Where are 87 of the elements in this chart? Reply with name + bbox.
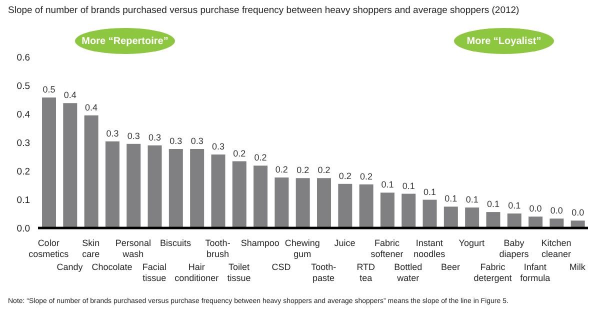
data-label: 0.0 bbox=[572, 208, 584, 218]
data-label: 0.1 bbox=[424, 186, 436, 197]
x-tick-label: Facial tissue bbox=[142, 262, 166, 283]
bar bbox=[317, 178, 331, 228]
x-tick-label: Biscuits bbox=[160, 238, 192, 248]
bar bbox=[42, 97, 56, 228]
bar bbox=[63, 103, 78, 228]
data-label: 0.1 bbox=[486, 199, 500, 210]
data-label: 0.1 bbox=[508, 200, 521, 210]
callout-badge: More “Loyalist” bbox=[454, 28, 554, 54]
bar bbox=[338, 184, 352, 228]
bar bbox=[211, 154, 226, 228]
bar bbox=[254, 166, 268, 228]
data-label: 0.0 bbox=[550, 206, 563, 216]
chart-title: Slope of number of brands purchased versus purchase frequency between heavy shoppers and average shoppers (2012) bbox=[8, 5, 520, 16]
bar bbox=[84, 115, 98, 228]
x-tick-label: Toilet tissue bbox=[227, 262, 251, 283]
bar bbox=[148, 145, 162, 228]
x-tick-label: Fabric softener bbox=[370, 238, 404, 259]
bar bbox=[402, 194, 416, 228]
data-label: 0.1 bbox=[444, 194, 458, 204]
data-label: 0.1 bbox=[466, 194, 478, 204]
y-tick-label: 0.2 bbox=[16, 166, 30, 178]
y-tick-label: 0.6 bbox=[16, 52, 30, 64]
bar bbox=[380, 192, 394, 228]
y-tick-label: 0.4 bbox=[16, 109, 30, 120]
x-tick-label: Juice bbox=[334, 238, 356, 248]
data-label: 0.2 bbox=[233, 148, 246, 158]
data-label: 0.3 bbox=[148, 132, 162, 142]
bar bbox=[486, 212, 500, 228]
bar bbox=[528, 216, 543, 228]
y-tick-label: 0.1 bbox=[16, 194, 30, 206]
data-label: 0.3 bbox=[212, 141, 224, 152]
bar bbox=[422, 200, 437, 228]
data-label: 0.3 bbox=[170, 136, 182, 146]
x-tick-label: Chewing gum bbox=[284, 238, 320, 259]
x-tick-label: Tooth- paste bbox=[311, 262, 336, 283]
bar bbox=[507, 213, 522, 228]
data-label: 0.2 bbox=[275, 164, 288, 175]
bar bbox=[359, 184, 374, 228]
y-tick-label: 0.3 bbox=[16, 138, 30, 149]
bar bbox=[126, 144, 141, 228]
x-tick-label: Kitchen cleaner bbox=[541, 238, 572, 259]
data-label: 0.2 bbox=[338, 170, 352, 181]
y-tick-label: 0.0 bbox=[16, 223, 30, 234]
data-label: 0.1 bbox=[381, 180, 394, 190]
x-tick-label: RTD tea bbox=[356, 262, 376, 283]
bar bbox=[105, 141, 120, 228]
data-label: 0.2 bbox=[318, 165, 330, 176]
bar bbox=[168, 149, 183, 228]
x-tick-label: Fabric detergent bbox=[474, 262, 512, 283]
x-tick-label: Baby diapers bbox=[499, 238, 530, 259]
x-tick-label: Instant noodles bbox=[414, 238, 446, 259]
data-label: 0.5 bbox=[42, 84, 56, 94]
x-tick-label: Bottled water bbox=[394, 262, 422, 283]
data-label: 0.2 bbox=[360, 171, 373, 182]
callout-badge: More “Repertoire” bbox=[75, 28, 175, 54]
bar bbox=[444, 206, 458, 228]
x-tick-label: Hair conditioner bbox=[174, 262, 219, 283]
y-tick-label: 0.5 bbox=[16, 80, 30, 92]
x-tick-label: Beer bbox=[440, 262, 460, 272]
x-tick-label: Shampoo bbox=[240, 238, 280, 248]
data-label: 0.2 bbox=[296, 165, 310, 176]
x-tick-label: Tooth- brush bbox=[205, 238, 230, 259]
x-tick-label: Color cosmetics bbox=[28, 238, 70, 259]
data-label: 0.1 bbox=[402, 180, 415, 191]
bar bbox=[274, 178, 289, 228]
data-label: 0.3 bbox=[106, 128, 119, 138]
x-tick-label: CSD bbox=[272, 262, 292, 272]
data-label: 0.3 bbox=[127, 130, 140, 141]
x-tick-label: Skin care bbox=[82, 238, 100, 259]
bar bbox=[296, 178, 310, 228]
x-tick-label: Infant formula bbox=[520, 262, 550, 283]
bar bbox=[550, 218, 564, 228]
data-label: 0.4 bbox=[64, 90, 76, 100]
x-tick-label: Candy bbox=[56, 262, 84, 272]
data-label: 0.2 bbox=[254, 152, 267, 163]
data-label: 0.3 bbox=[190, 136, 204, 146]
data-label: 0.0 bbox=[529, 204, 542, 214]
x-tick-label: Yogurt bbox=[458, 238, 485, 248]
bar bbox=[232, 161, 246, 228]
x-tick-label: Personal wash bbox=[115, 238, 151, 259]
x-tick-label: Milk bbox=[569, 262, 586, 272]
data-label: 0.4 bbox=[85, 102, 98, 112]
bar bbox=[190, 149, 204, 228]
x-tick-label: Chocolate bbox=[92, 262, 132, 272]
bar bbox=[465, 207, 480, 228]
